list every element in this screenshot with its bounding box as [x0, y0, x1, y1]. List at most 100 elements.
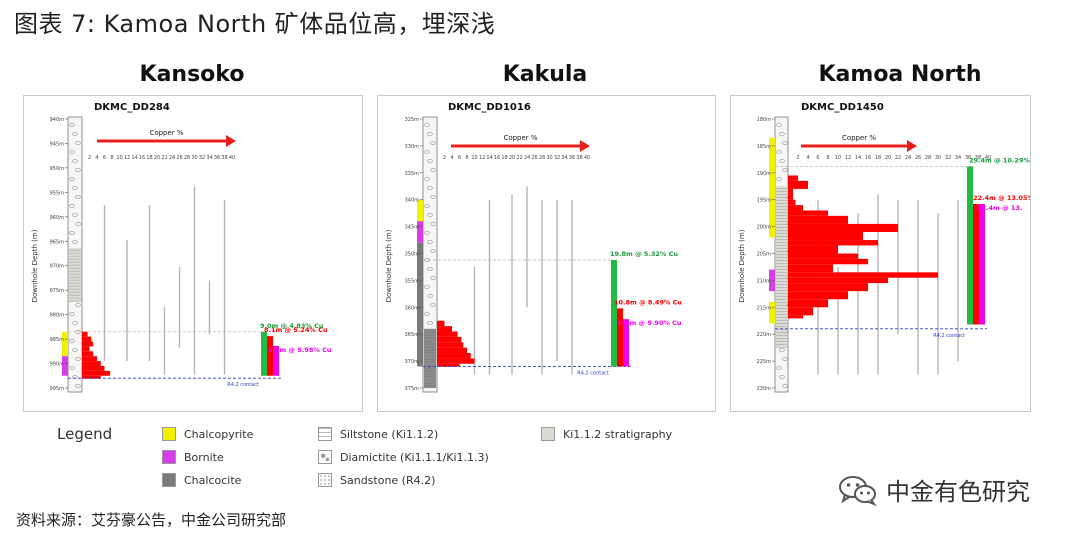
- depth-tick-label-kansoko: 980m: [50, 313, 65, 319]
- source-note: 资料来源：艾芬豪公告，中金公司研究部: [16, 511, 287, 529]
- legend-swatch-chalcopyrite: [162, 427, 176, 441]
- x-tick-label-kakula: 10: [471, 155, 477, 161]
- legend-label-chalcocite: Chalcocite: [184, 473, 242, 487]
- y-axis-label-kansoko: Downhole Depth (m): [31, 229, 39, 302]
- x-tick-label-kamoa-north: 34: [955, 155, 961, 161]
- copper-bar-kansoko: [82, 356, 97, 362]
- x-tick-label-kansoko: 4: [95, 155, 98, 161]
- depth-tick-label-kamoa-north: 190m: [757, 171, 772, 177]
- x-tick-label-kansoko: 18: [146, 155, 152, 161]
- x-tick-label-kamoa-north: 18: [875, 155, 881, 161]
- depth-tick-label-kakula: 345m: [405, 225, 420, 231]
- x-tick-label-kamoa-north: 16: [865, 155, 871, 161]
- copper-bar-kakula: [437, 358, 475, 364]
- x-tick-label-kamoa-north: 22: [895, 155, 901, 161]
- contact-label-kansoko: R4.2 contact: [227, 382, 259, 388]
- copper-bar-kamoa-north: [788, 175, 798, 181]
- drill-log-clast-kansoko: [75, 357, 81, 361]
- depth-tick-label-kamoa-north: 195m: [757, 198, 772, 204]
- copper-bar-kamoa-north: [788, 240, 878, 246]
- mineral-band-kakula: [417, 242, 423, 367]
- drill-log-clast-kansoko: [69, 177, 75, 181]
- panel-title-kansoko: Kansoko: [139, 62, 245, 87]
- legend-label-sandstone: Sandstone (R4.2): [340, 473, 436, 487]
- copper-bar-kamoa-north: [788, 299, 828, 308]
- mineral-band-kamoa-north: [769, 162, 775, 216]
- drill-log-clast-kamoa-north: [776, 123, 782, 127]
- drill-log-clast-kansoko: [72, 213, 78, 217]
- copper-bar-kamoa-north: [788, 272, 938, 278]
- copper-bar-kakula: [437, 320, 445, 327]
- drill-log-clast-kakula: [424, 150, 430, 154]
- copper-bar-kamoa-north: [788, 199, 796, 206]
- x-tick-label-kamoa-north: 6: [816, 155, 819, 161]
- copper-bar-kansoko: [82, 346, 90, 352]
- interval-bar-kansoko: [273, 345, 279, 376]
- x-tick-label-kakula: 26: [531, 155, 537, 161]
- legend-swatch-bornite: [162, 450, 176, 464]
- drill-log-clast-kakula: [427, 186, 433, 190]
- interval-bar-kamoa-north: [973, 204, 979, 325]
- copper-bar-kakula: [437, 342, 464, 348]
- copper-bar-kamoa-north: [788, 264, 833, 273]
- drill-log-clast-kansoko: [69, 366, 75, 370]
- chart-panel-kamoa-north: DKMC_DD1450 Downhole Depth (m) 180m 185m 190…: [730, 95, 1031, 412]
- drill-log-clast-kakula: [424, 204, 430, 208]
- copper-bar-kakula: [437, 353, 471, 359]
- depth-tick-label-kansoko: 990m: [50, 362, 65, 368]
- x-tick-label-kansoko: 20: [154, 155, 160, 161]
- legend-item-sandstone: Sandstone (R4.2): [318, 473, 435, 487]
- panel-title-kakula: Kakula: [502, 62, 588, 87]
- watermark-text: 中金有色研究: [886, 478, 1030, 506]
- x-tick-label-kansoko: 22: [161, 155, 167, 161]
- legend-label-ki112: Ki1.1.2 stratigraphy: [563, 427, 673, 441]
- copper-arrow-label-kakula: Copper %: [503, 134, 537, 142]
- mineral-band-kamoa-north: [769, 301, 775, 324]
- x-tick-label-kansoko: 6: [103, 155, 106, 161]
- x-tick-label-kamoa-north: 40: [985, 155, 991, 161]
- x-tick-label-kansoko: 12: [124, 155, 130, 161]
- x-tick-label-kansoko: 34: [206, 155, 212, 161]
- copper-arrow-head-kakula: [580, 140, 590, 152]
- drill-log-clast-kansoko: [72, 348, 78, 352]
- y-axis-label-kamoa-north: Downhole Depth (m): [738, 229, 746, 302]
- drill-log-clast-kakula: [427, 240, 433, 244]
- chart-svg-kamoa-north: DKMC_DD1450 Downhole Depth (m) 180m 185m 190…: [738, 102, 1030, 393]
- drill-log-clast-kakula: [424, 231, 430, 235]
- drill-log-clast-kamoa-north: [779, 375, 785, 379]
- drill-log-clast-kamoa-north: [782, 357, 788, 361]
- copper-bar-kamoa-north: [788, 210, 828, 216]
- depth-tick-label-kansoko: 940m: [50, 117, 65, 123]
- copper-bar-kamoa-north: [788, 307, 813, 316]
- drill-log-clast-kakula: [427, 267, 433, 271]
- interval-bar-kansoko: [267, 336, 273, 376]
- x-tick-label-kansoko: 8: [110, 155, 113, 161]
- contact-label-kamoa-north: R4.2 contact: [933, 333, 965, 339]
- copper-arrow-label-kansoko: Copper %: [149, 129, 183, 137]
- stratum-kansoko: [69, 248, 81, 302]
- mineral-band-kansoko: [62, 331, 68, 357]
- copper-bar-kansoko: [82, 365, 105, 371]
- mineral-band-kansoko: [62, 356, 68, 376]
- drill-log-clast-kakula: [430, 195, 436, 199]
- x-tick-label-kakula: 30: [546, 155, 552, 161]
- drillhole-label-kakula: DKMC_DD1016: [448, 102, 531, 113]
- depth-tick-label-kakula: 335m: [405, 171, 420, 177]
- x-tick-label-kamoa-north: 12: [845, 155, 851, 161]
- mineral-band-kakula: [417, 221, 423, 243]
- x-tick-label-kakula: 8: [465, 155, 468, 161]
- depth-tick-label-kansoko: 985m: [50, 337, 65, 343]
- drill-log-clast-kansoko: [69, 150, 75, 154]
- figure-title: 图表 7: Kamoa North 矿体品位高，埋深浅: [14, 10, 496, 38]
- copper-arrow-head-kamoa-north: [907, 140, 917, 152]
- x-tick-label-kansoko: 32: [199, 155, 205, 161]
- drill-log-clast-kansoko: [69, 123, 75, 127]
- mineral-band-kamoa-north: [769, 137, 775, 163]
- x-tick-label-kamoa-north: 14: [855, 155, 861, 161]
- interval-label-kakula: 19.8m @ 5.32% Cu: [610, 250, 678, 258]
- depth-tick-label-kansoko: 955m: [50, 190, 65, 196]
- chart-svg-kakula: DKMC_DD1016 Downhole Depth (m) 325m 330m 335…: [385, 102, 682, 393]
- interval-label-kakula: 8.8m @ 9.90% Cu: [618, 319, 682, 327]
- x-tick-label-kamoa-north: 10: [835, 155, 841, 161]
- depth-tick-label-kamoa-north: 210m: [757, 278, 772, 284]
